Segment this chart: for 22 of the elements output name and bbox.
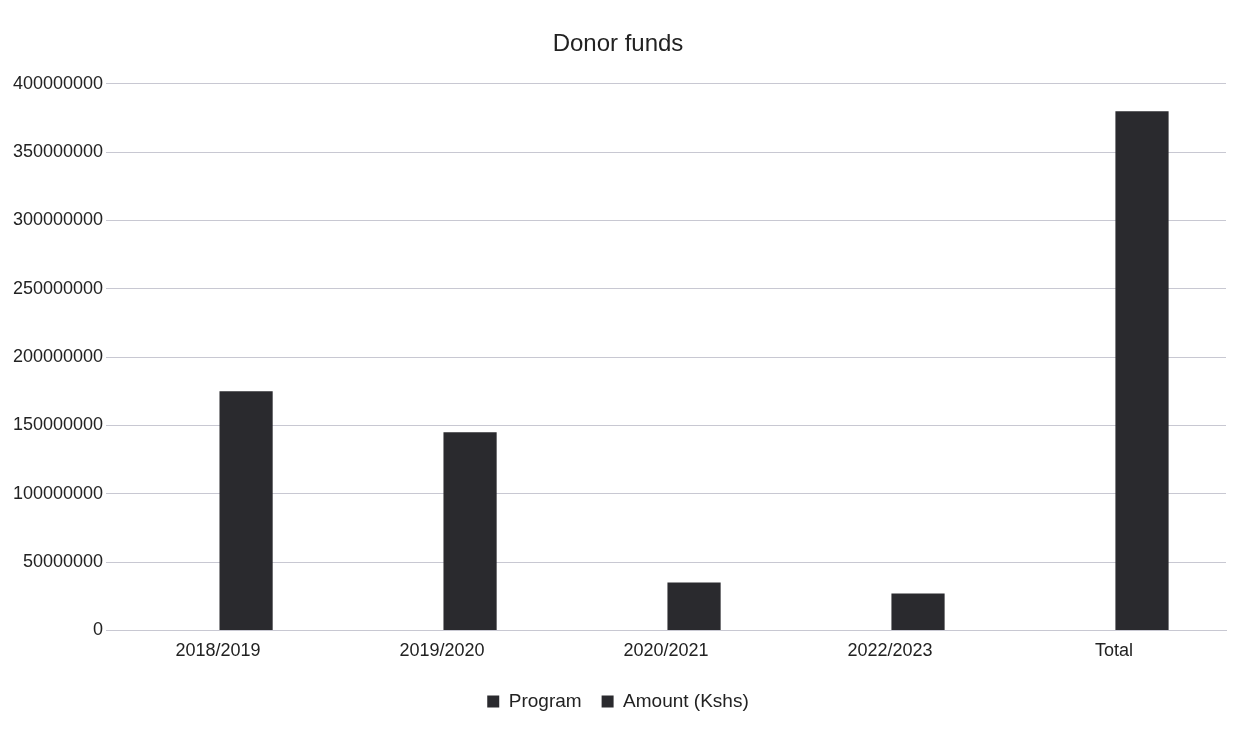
- x-tick-label: 2020/2021: [623, 640, 709, 661]
- y-tick-label: 250000000: [12, 277, 104, 298]
- y-tick-label: 150000000: [12, 414, 104, 435]
- y-tick-label: 100000000: [12, 482, 104, 503]
- y-tick-label: 400000000: [12, 72, 104, 93]
- x-tick-label: 2019/2020: [399, 640, 485, 661]
- y-tick-label: 200000000: [12, 346, 104, 367]
- x-tick-label: Total: [1094, 640, 1134, 661]
- x-tick-label: 2022/2023: [847, 640, 933, 661]
- bar: [891, 593, 945, 630]
- bar: [219, 391, 273, 630]
- y-tick-label: 300000000: [12, 209, 104, 230]
- legend-label: Amount (Kshs): [623, 689, 749, 711]
- y-tick-label: 350000000: [12, 141, 104, 162]
- y-tick-label: 50000000: [23, 551, 104, 572]
- chart-title: Donor funds: [552, 29, 684, 57]
- x-tick-label: 2018/2019: [175, 640, 261, 661]
- y-tick-label: 0: [93, 619, 104, 640]
- bar: [667, 582, 721, 630]
- bar: [1115, 111, 1169, 630]
- legend-label: Program: [508, 689, 582, 711]
- bar: [443, 432, 497, 630]
